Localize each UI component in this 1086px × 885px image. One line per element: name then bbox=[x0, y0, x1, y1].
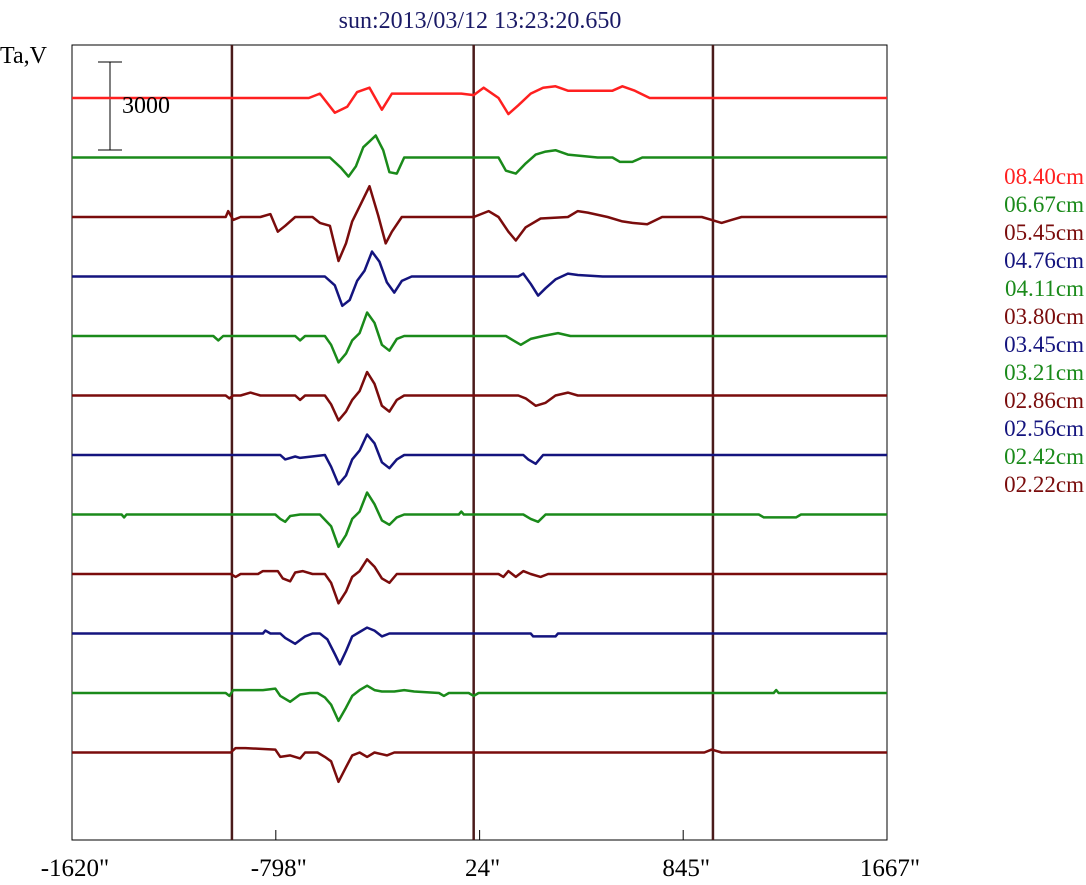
series-line-04.76cm bbox=[72, 250, 887, 308]
x-tick-label: 1667" bbox=[860, 855, 920, 882]
series-line-03.21cm bbox=[72, 491, 887, 549]
legend-entry: 03.45cm bbox=[1004, 332, 1084, 357]
legend-entry: 03.21cm bbox=[1004, 360, 1084, 385]
scale-bar-label: 3000 bbox=[122, 93, 170, 119]
legend-entry: 04.11cm bbox=[1005, 276, 1084, 301]
legend-entry: 05.45cm bbox=[1004, 220, 1084, 245]
series-line-02.86cm bbox=[72, 558, 887, 605]
series-line-02.22cm bbox=[72, 746, 887, 784]
legend-entry: 02.56cm bbox=[1004, 416, 1084, 441]
x-tick-label: -1620" bbox=[41, 855, 110, 882]
legend-entry: 06.67cm bbox=[1004, 192, 1084, 217]
legend-entry: 02.42cm bbox=[1004, 444, 1084, 469]
legend-entry: 04.76cm bbox=[1004, 248, 1084, 273]
x-tick-label: 845" bbox=[662, 855, 710, 882]
series-line-08.40cm bbox=[72, 85, 887, 116]
series-line-03.80cm bbox=[72, 370, 887, 422]
legend-entry: 02.22cm bbox=[1004, 472, 1084, 497]
legend: 08.40cm 06.67cm 05.45cm 04.76cm 04.11cm 03.80… bbox=[1004, 164, 1084, 497]
y-unit-label: Ta,V bbox=[0, 43, 48, 69]
scale-bar bbox=[98, 61, 122, 151]
series-line-06.67cm bbox=[72, 134, 887, 178]
legend-entry: 08.40cm bbox=[1004, 164, 1084, 189]
x-tick-label: -798" bbox=[251, 855, 307, 882]
series-line-03.45cm bbox=[72, 433, 887, 486]
series-line-02.42cm bbox=[72, 684, 887, 723]
series-line-04.11cm bbox=[72, 311, 887, 364]
series-layer bbox=[72, 85, 887, 784]
plot-frame bbox=[71, 44, 888, 841]
vertical-markers bbox=[230, 45, 715, 840]
x-tick-label: 24" bbox=[465, 855, 500, 882]
x-axis-ticks: -1620" -798" 24" 845" 1667" bbox=[41, 830, 920, 882]
series-line-05.45cm bbox=[72, 184, 887, 263]
legend-entry: 02.86cm bbox=[1004, 388, 1084, 413]
series-line-02.56cm bbox=[72, 626, 887, 666]
legend-entry: 03.80cm bbox=[1004, 304, 1084, 329]
chart-title: sun:2013/03/12 13:23:20.650 bbox=[339, 8, 622, 34]
